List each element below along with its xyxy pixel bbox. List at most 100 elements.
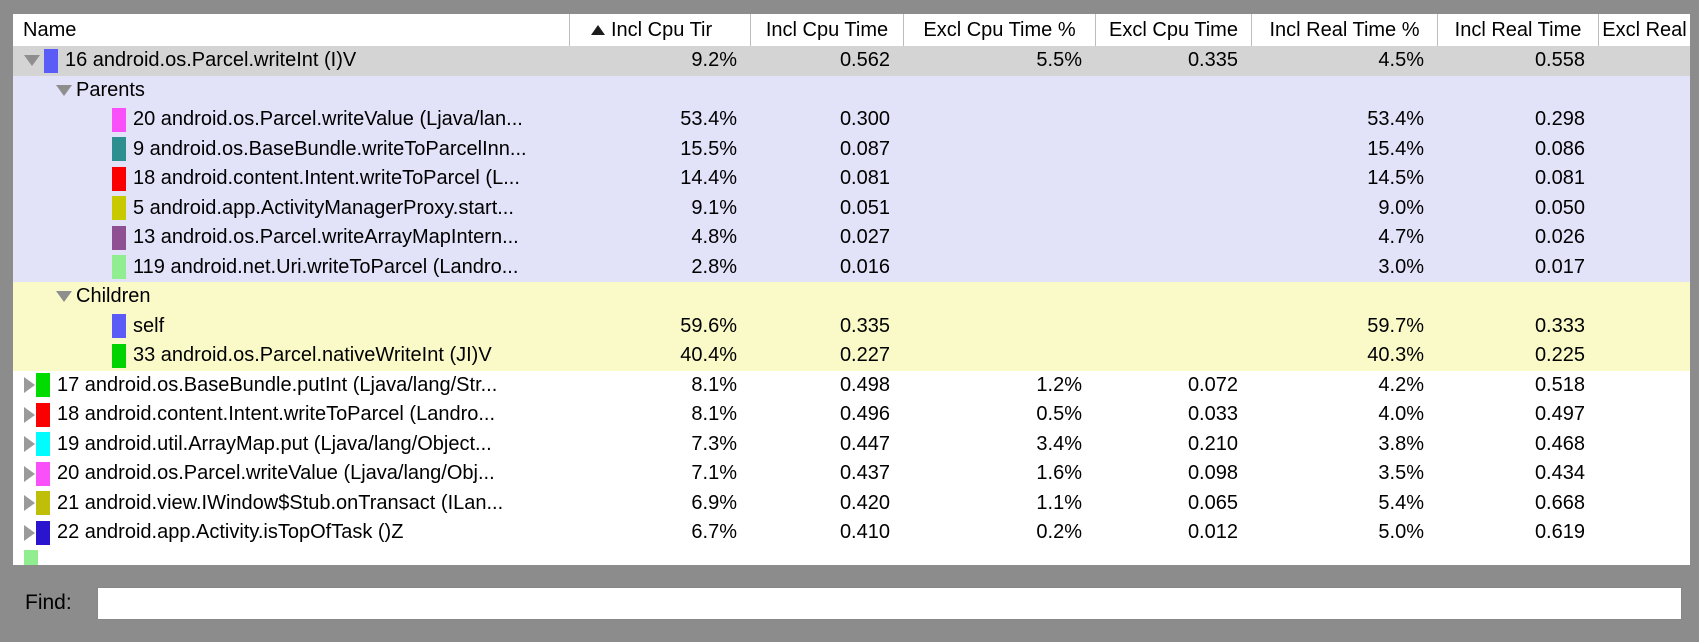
column-header-excl-cpu-time[interactable]: Excl Cpu Time bbox=[1096, 14, 1252, 46]
value-cell: 0.420 bbox=[839, 491, 890, 514]
find-label: Find: bbox=[25, 591, 72, 614]
value-cell: 0.498 bbox=[839, 373, 890, 396]
method-color-swatch bbox=[112, 166, 126, 191]
method-row[interactable]: 20 android.os.Parcel.writeValue (Ljava/l… bbox=[13, 459, 1690, 489]
find-input[interactable] bbox=[96, 586, 1682, 620]
method-name-label: 33 android.os.Parcel.nativeWriteInt (JI)… bbox=[133, 344, 492, 367]
method-name-label: 21 android.view.IWindow$Stub.onTransact … bbox=[57, 491, 504, 514]
column-header-label: Incl Cpu Tir bbox=[611, 18, 713, 41]
name-cell: 18 android.content.Intent.writeToParcel … bbox=[13, 164, 570, 194]
column-header-excl-real-time[interactable]: Excl Real bbox=[1602, 18, 1687, 41]
value-cell: 0.227 bbox=[839, 344, 890, 367]
method-name-label: 9 android.os.BaseBundle.writeToParcelInn… bbox=[133, 137, 527, 160]
method-row[interactable]: 5 android.app.ActivityManagerProxy.start… bbox=[13, 193, 1690, 224]
method-row[interactable]: 16 android.os.Parcel.writeInt (I)V 9.2% 0.… bbox=[13, 46, 1690, 76]
collapse-triangle-icon[interactable] bbox=[56, 84, 72, 96]
value-cell: 0.335 bbox=[1187, 49, 1238, 72]
value-cell: 4.5% bbox=[1378, 49, 1424, 72]
method-name-label: 16 android.os.Parcel.writeInt (I)V bbox=[65, 49, 357, 72]
profiler-table: Name Incl Cpu Tir Incl Cpu Time Excl Cpu… bbox=[13, 14, 1690, 565]
method-name-label: 13 android.os.Parcel.writeArrayMapIntern… bbox=[133, 226, 519, 249]
method-color-swatch bbox=[112, 137, 126, 162]
column-header-incl-real-time[interactable]: Incl Real Time bbox=[1438, 14, 1599, 46]
value-cell: 0.562 bbox=[839, 49, 890, 72]
method-row[interactable]: 22 android.app.Activity.isTopOfTask ()Z 6… bbox=[13, 518, 1690, 548]
value-cell: 0.335 bbox=[839, 314, 890, 337]
method-row[interactable]: 13 android.os.Parcel.writeArrayMapIntern… bbox=[13, 223, 1690, 253]
value-cell: 3.0% bbox=[1378, 255, 1424, 278]
method-row[interactable]: 9 android.os.BaseBundle.writeToParcelInn… bbox=[13, 134, 1690, 165]
method-row[interactable]: 18 android.content.Intent.writeToParcel … bbox=[13, 164, 1690, 194]
method-color-swatch bbox=[24, 550, 38, 565]
value-cell: 9.2% bbox=[691, 49, 737, 72]
expand-triangle-icon[interactable] bbox=[24, 406, 35, 423]
method-color-swatch bbox=[36, 432, 50, 457]
value-cell: 0.033 bbox=[1187, 403, 1238, 426]
name-cell: 17 android.os.BaseBundle.putInt (Ljava/l… bbox=[13, 371, 570, 401]
column-header-incl-cpu-time-pct[interactable]: Incl Cpu Tir bbox=[570, 14, 751, 46]
value-cell: 3.8% bbox=[1378, 432, 1424, 455]
method-row[interactable]: 33 android.os.Parcel.nativeWriteInt (JI)… bbox=[13, 341, 1690, 371]
name-cell: 5 android.app.ActivityManagerProxy.start… bbox=[13, 194, 570, 224]
expand-triangle-icon[interactable] bbox=[24, 524, 35, 541]
value-cell: 0.497 bbox=[1534, 403, 1585, 426]
expand-triangle-icon[interactable] bbox=[24, 436, 35, 453]
value-cell: 9.0% bbox=[1378, 196, 1424, 219]
expand-triangle-icon[interactable] bbox=[24, 495, 35, 512]
method-color-swatch bbox=[112, 196, 126, 221]
sort-ascending-icon bbox=[591, 25, 605, 35]
name-cell: 18 android.content.Intent.writeToParcel … bbox=[13, 400, 570, 430]
column-header-incl-cpu-time[interactable]: Incl Cpu Time bbox=[751, 14, 904, 46]
value-cell: 0.298 bbox=[1534, 108, 1585, 131]
method-color-swatch bbox=[112, 225, 126, 250]
name-cell: 9 android.os.BaseBundle.writeToParcelInn… bbox=[13, 135, 570, 165]
column-header-incl-real-time-pct[interactable]: Incl Real Time % bbox=[1252, 14, 1438, 46]
method-color-swatch bbox=[36, 461, 50, 486]
method-row[interactable]: 119 android.net.Uri.writeToParcel (Landr… bbox=[13, 252, 1690, 283]
value-cell: 8.1% bbox=[691, 403, 737, 426]
name-cell: 19 android.util.ArrayMap.put (Ljava/lang… bbox=[13, 430, 570, 460]
name-cell: 119 android.net.Uri.writeToParcel (Landr… bbox=[13, 253, 570, 283]
method-row[interactable]: 20 android.os.Parcel.writeValue (Ljava/l… bbox=[13, 105, 1690, 135]
value-cell: 0.072 bbox=[1187, 373, 1238, 396]
value-cell: 0.016 bbox=[839, 255, 890, 278]
column-header-excl-cpu-time-pct[interactable]: Excl Cpu Time % bbox=[904, 14, 1096, 46]
value-cell: 0.017 bbox=[1534, 255, 1585, 278]
collapse-triangle-icon[interactable] bbox=[24, 55, 40, 67]
method-name-label: 19 android.util.ArrayMap.put (Ljava/lang… bbox=[57, 432, 492, 455]
value-cell: 59.6% bbox=[680, 314, 737, 337]
table-body: 16 android.os.Parcel.writeInt (I)V 9.2% 0.… bbox=[13, 46, 1690, 565]
value-cell: 0.2% bbox=[1036, 521, 1082, 544]
expand-triangle-icon[interactable] bbox=[24, 377, 35, 394]
value-cell: 4.0% bbox=[1378, 403, 1424, 426]
collapse-triangle-icon[interactable] bbox=[56, 291, 72, 303]
value-cell: 0.496 bbox=[839, 403, 890, 426]
value-cell: 3.5% bbox=[1378, 462, 1424, 485]
method-name-label: 5 android.app.ActivityManagerProxy.start… bbox=[133, 196, 514, 219]
method-row[interactable]: 21 android.view.IWindow$Stub.onTransact … bbox=[13, 489, 1690, 519]
method-name-label: 17 android.os.BaseBundle.putInt (Ljava/l… bbox=[57, 373, 498, 396]
name-cell: 13 android.os.Parcel.writeArrayMapIntern… bbox=[13, 223, 570, 253]
method-row[interactable]: self 59.6% 0.335 59.7% 0.333 bbox=[13, 311, 1690, 341]
method-row[interactable]: 17 android.os.BaseBundle.putInt (Ljava/l… bbox=[13, 371, 1690, 401]
method-row[interactable] bbox=[13, 548, 1690, 565]
value-cell: 0.518 bbox=[1534, 373, 1585, 396]
value-cell: 0.027 bbox=[839, 226, 890, 249]
name-cell: 33 android.os.Parcel.nativeWriteInt (JI)… bbox=[13, 341, 570, 371]
method-row[interactable]: 18 android.content.Intent.writeToParcel … bbox=[13, 400, 1690, 430]
value-cell: 0.098 bbox=[1187, 462, 1238, 485]
method-name-label: 20 android.os.Parcel.writeValue (Ljava/l… bbox=[57, 462, 495, 485]
method-row[interactable]: 19 android.util.ArrayMap.put (Ljava/lang… bbox=[13, 430, 1690, 460]
column-header-name[interactable]: Name bbox=[13, 14, 570, 46]
table-header: Name Incl Cpu Tir Incl Cpu Time Excl Cpu… bbox=[13, 14, 1690, 46]
value-cell: 1.1% bbox=[1036, 491, 1082, 514]
name-cell: 20 android.os.Parcel.writeValue (Ljava/l… bbox=[13, 459, 570, 489]
section-row-parents[interactable]: Parents bbox=[13, 75, 1690, 105]
section-row-children[interactable]: Children bbox=[13, 282, 1690, 312]
expand-triangle-icon[interactable] bbox=[24, 465, 35, 482]
value-cell: 4.7% bbox=[1378, 226, 1424, 249]
value-cell: 0.437 bbox=[839, 462, 890, 485]
method-name-label: self bbox=[133, 314, 165, 337]
method-name-label: 22 android.app.Activity.isTopOfTask ()Z bbox=[57, 521, 404, 544]
value-cell: 14.4% bbox=[680, 167, 737, 190]
